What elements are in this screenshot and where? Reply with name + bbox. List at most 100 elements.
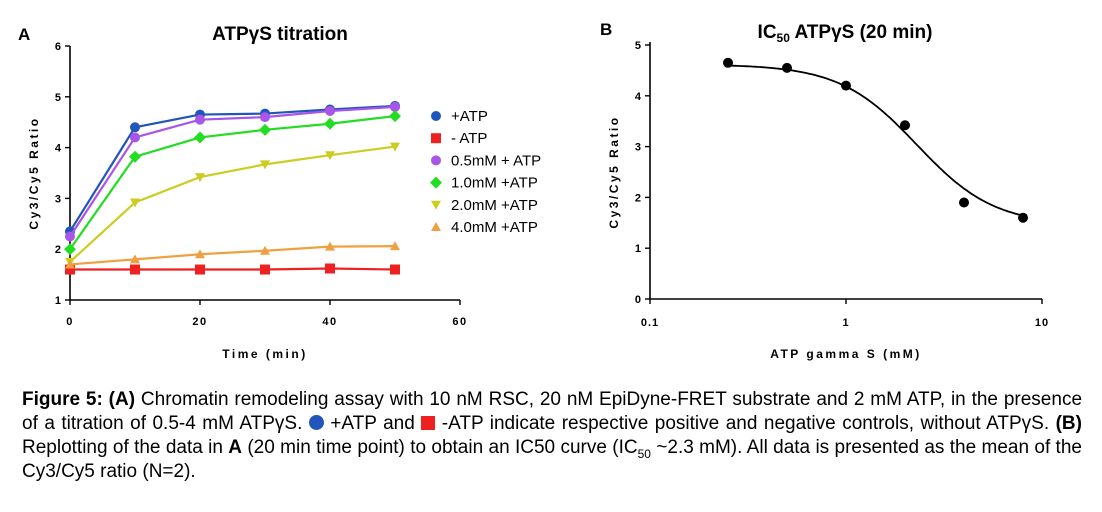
series-line <box>69 104 396 233</box>
panel-b-title-sub: 50 <box>777 31 791 45</box>
data-point <box>325 263 335 274</box>
data-point <box>390 264 400 275</box>
y-tick-label: 1 <box>55 295 61 307</box>
legend-label: - ATP <box>451 130 487 147</box>
series-line <box>69 245 396 266</box>
caption-part-a: (A) <box>108 389 136 410</box>
y-tick-label: 1 <box>635 243 641 255</box>
data-point <box>959 197 970 208</box>
data-point <box>130 122 140 133</box>
data-point <box>194 131 206 144</box>
data-point <box>64 243 76 256</box>
data-point <box>260 112 270 123</box>
panel-b-title: IC50 ATPγS (20 min) <box>758 22 933 45</box>
y-tick-label: 5 <box>635 40 641 52</box>
legend-marker <box>431 133 441 144</box>
data-point <box>260 160 270 170</box>
data-point <box>781 62 792 73</box>
y-tick-label: 3 <box>635 142 641 154</box>
y-tick-label: 2 <box>635 192 641 204</box>
legend-marker <box>430 176 442 189</box>
data-point <box>195 264 205 275</box>
legend-marker <box>431 200 441 210</box>
data-point <box>900 120 911 131</box>
y-tick-label: 4 <box>55 143 62 155</box>
panel-a-x-ticks: 0 20 40 60 <box>66 300 467 328</box>
y-tick-label: 3 <box>55 193 61 205</box>
legend-label: 2.0mM +ATP <box>451 197 538 214</box>
x-tick-label: 1 <box>842 317 849 329</box>
data-point <box>259 123 271 136</box>
series-line <box>70 267 396 271</box>
data-point <box>65 259 75 269</box>
red-square-icon <box>421 416 436 430</box>
data-point <box>722 57 733 68</box>
panel-b-fit-curve <box>727 64 1024 217</box>
data-point <box>260 264 270 275</box>
x-tick-label: 0 <box>66 316 74 328</box>
data-point <box>390 241 400 251</box>
panel-b-x-ticks: 0.1 1 10 <box>641 299 1048 329</box>
y-tick-label: 2 <box>55 244 61 256</box>
data-point <box>130 254 140 264</box>
panel-b-y-label: Cy3/Cy5 Ratio <box>607 115 621 228</box>
data-point <box>65 231 75 242</box>
figure-caption: Figure 5: (A) Chromatin remodeling assay… <box>22 388 1082 484</box>
series-line <box>69 115 396 250</box>
caption-text-1: Chromatin remodeling assay with 10 nM RS… <box>22 389 1083 434</box>
caption-bold-a: A <box>228 437 243 458</box>
caption-text-3: -ATP indicate respective positive and ne… <box>435 413 1056 434</box>
data-point <box>130 198 140 208</box>
data-point <box>260 245 270 255</box>
panel-a-legend: +ATP - ATP 0.5mM + ATP 1.0mM +ATP 2.0mM +ATP… <box>430 108 541 236</box>
caption-text-6: ~2.3 mM). All data is presented as the m… <box>22 437 1082 482</box>
legend-marker <box>431 111 441 121</box>
series-line <box>69 105 396 238</box>
data-point <box>195 173 205 183</box>
panel-a-y-label: Cy3/Cy5 Ratio <box>27 116 41 229</box>
series-line <box>69 145 396 263</box>
panel-b-y-ticks: 0 1 2 3 4 5 <box>635 40 650 306</box>
panel-a-series <box>64 100 401 275</box>
panel-a-title: ATPγS titration <box>212 24 348 45</box>
data-point <box>324 117 336 130</box>
data-point <box>325 241 335 251</box>
legend-label: 0.5mM + ATP <box>451 152 541 169</box>
legend-label: +ATP <box>451 108 488 125</box>
data-point <box>1018 212 1029 223</box>
blue-circle-icon <box>308 415 324 430</box>
y-tick-label: 5 <box>55 92 61 104</box>
legend-marker <box>431 155 441 166</box>
panel-b-x-label: ATP gamma S (mM) <box>770 347 922 361</box>
data-point <box>130 264 140 275</box>
y-tick-label: 6 <box>55 41 61 53</box>
x-tick-label: 60 <box>452 316 467 328</box>
data-point <box>325 151 335 161</box>
data-point <box>390 101 400 112</box>
data-point <box>195 249 205 259</box>
caption-text-4: Replotting of the data in <box>22 437 229 458</box>
panel-a-x-label: Time (min) <box>222 347 307 361</box>
caption-sub-50: 50 <box>637 446 651 461</box>
y-tick-label: 4 <box>635 91 642 103</box>
x-tick-label: 20 <box>192 316 207 328</box>
data-point <box>195 114 205 125</box>
panel-a-letter: A <box>18 25 30 44</box>
legend-label: 4.0mM +ATP <box>451 219 538 236</box>
data-point <box>129 150 141 163</box>
panel-b-letter: B <box>600 20 612 39</box>
caption-text-2: +ATP and <box>323 413 422 434</box>
panel-b-title-main: IC <box>758 22 777 43</box>
caption-text-5: (20 min time point) to obtain an IC50 cu… <box>242 437 638 458</box>
x-tick-label: 0.1 <box>641 317 659 329</box>
caption-part-b: (B) <box>1055 413 1082 434</box>
legend-label: 1.0mM +ATP <box>451 175 538 192</box>
panel-b-title-rest: ATPγS (20 min) <box>790 22 933 43</box>
legend-marker <box>431 222 441 231</box>
data-point <box>841 80 851 91</box>
data-point <box>65 264 75 275</box>
y-tick-label: 0 <box>635 294 641 306</box>
x-tick-label: 40 <box>322 316 337 328</box>
data-point <box>389 110 401 123</box>
